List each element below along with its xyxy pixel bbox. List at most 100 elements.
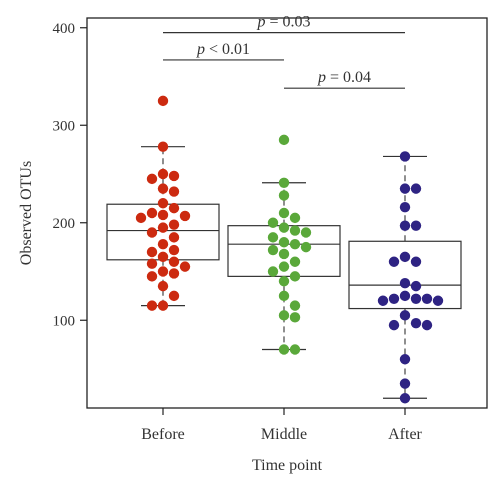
x-axis-title: Time point — [252, 457, 323, 474]
box-group-after — [348, 151, 462, 404]
data-point-before — [146, 300, 158, 311]
data-point-before — [157, 266, 169, 277]
data-point-middle — [289, 344, 301, 355]
y-tick-label-200: 200 — [53, 216, 76, 232]
x-tick-label-before: Before — [141, 426, 185, 443]
data-point-before — [157, 239, 169, 250]
data-point-after — [399, 393, 411, 404]
data-point-after — [410, 256, 422, 267]
data-point-middle — [278, 207, 290, 219]
data-point-before — [146, 227, 158, 238]
data-point-after — [399, 251, 411, 263]
data-point-middle — [267, 217, 279, 228]
significance-label-3: p = 0.04 — [317, 69, 371, 86]
data-point-after — [388, 256, 400, 267]
data-point-before — [146, 173, 158, 185]
data-point-after — [410, 317, 422, 329]
x-tick-label-after: After — [388, 426, 422, 443]
data-point-middle — [278, 276, 290, 287]
data-point-after — [410, 293, 422, 304]
data-point-after — [432, 295, 444, 306]
data-point-before — [157, 183, 169, 194]
data-point-after — [399, 151, 411, 162]
data-point-after — [399, 201, 411, 213]
data-point-before — [146, 271, 158, 282]
data-point-before — [157, 95, 169, 107]
data-point-middle — [267, 244, 279, 256]
data-point-middle — [278, 310, 290, 321]
data-point-middle — [267, 266, 279, 277]
data-point-after — [410, 280, 422, 292]
y-axis: 100 200 300 400 — [53, 21, 87, 329]
data-point-middle — [289, 256, 301, 267]
data-point-before — [157, 141, 169, 152]
data-point-middle — [289, 300, 301, 311]
data-point-before — [157, 168, 169, 180]
data-point-before — [146, 246, 158, 258]
data-point-middle — [300, 227, 312, 238]
data-point-before — [168, 219, 180, 230]
plot-frame — [86, 17, 488, 409]
box-group-middle — [227, 134, 341, 355]
data-point-middle — [278, 248, 290, 260]
data-point-after — [421, 293, 433, 304]
data-point-before — [157, 222, 169, 233]
y-tick-label-400: 400 — [53, 21, 76, 37]
box-groups — [106, 95, 462, 404]
data-point-after — [388, 293, 400, 304]
data-point-before — [135, 212, 147, 224]
data-point-middle — [278, 344, 290, 355]
data-point-after — [410, 183, 422, 194]
data-point-before — [168, 170, 180, 182]
data-point-before — [168, 186, 180, 197]
data-point-middle — [289, 271, 301, 282]
data-point-middle — [267, 232, 279, 243]
data-point-before — [146, 207, 158, 219]
y-axis-title: Observed OTUs — [18, 161, 35, 265]
data-point-middle — [278, 261, 290, 272]
data-point-middle — [278, 177, 290, 188]
x-axis: Before Middle After — [141, 408, 423, 443]
data-point-before — [157, 209, 169, 221]
box-group-before — [106, 95, 220, 311]
significance-brackets: p = 0.03 p < 0.01 p = 0.04 — [163, 14, 405, 89]
data-point-after — [399, 378, 411, 389]
data-point-before — [157, 198, 169, 209]
data-point-after — [399, 354, 411, 365]
data-point-middle — [289, 212, 301, 224]
data-point-after — [377, 295, 389, 306]
data-point-before — [157, 280, 169, 292]
data-point-after — [388, 319, 400, 331]
data-point-after — [410, 220, 422, 231]
data-point-before — [179, 210, 191, 222]
data-point-middle — [300, 241, 312, 253]
data-point-before — [168, 244, 180, 256]
y-tick-label-300: 300 — [53, 118, 76, 134]
data-point-before — [146, 258, 158, 269]
data-point-before — [168, 290, 180, 302]
data-point-after — [399, 278, 411, 289]
data-point-before — [168, 256, 180, 267]
data-point-after — [421, 319, 433, 331]
data-point-middle — [289, 312, 301, 323]
data-point-after — [399, 220, 411, 231]
data-point-after — [399, 290, 411, 302]
significance-label-2: p < 0.01 — [196, 41, 250, 58]
data-point-after — [399, 183, 411, 194]
data-point-middle — [278, 222, 290, 233]
significance-label-1: p = 0.03 — [256, 14, 310, 31]
x-tick-label-middle: Middle — [261, 426, 307, 443]
data-point-before — [168, 202, 180, 214]
y-tick-label-100: 100 — [53, 313, 76, 329]
data-point-middle — [289, 239, 301, 250]
data-point-before — [157, 300, 169, 311]
data-point-middle — [278, 134, 290, 146]
data-point-before — [168, 268, 180, 279]
data-point-middle — [289, 225, 301, 236]
data-point-after — [399, 310, 411, 321]
data-point-middle — [278, 190, 290, 201]
iqr-box-after — [348, 240, 462, 310]
data-point-before — [168, 232, 180, 243]
data-point-before — [179, 261, 191, 272]
